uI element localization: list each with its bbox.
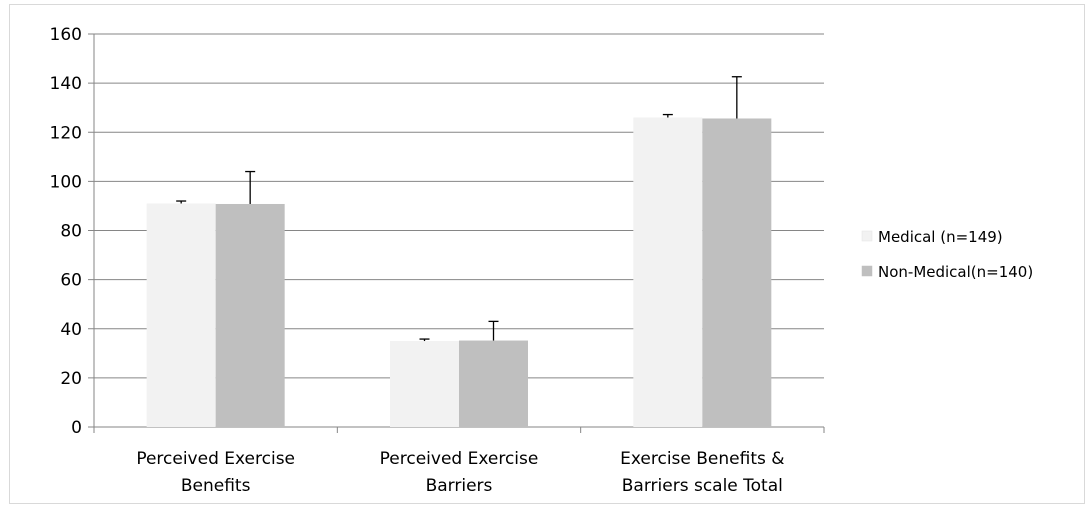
y-tick-label: 60	[60, 271, 82, 291]
chart-frame: 0 20 40 60 80 100 120 140 160 Perceived Exercise B…	[9, 4, 1085, 504]
y-axis: 0 20 40 60 80 100 120 140 160	[50, 25, 95, 438]
x-tick-label: Exercise Benefits &	[620, 449, 784, 469]
y-tick-label: 160	[50, 25, 82, 45]
legend-label: Medical (n=149)	[878, 228, 1003, 246]
y-tick-label: 120	[50, 123, 82, 143]
bar	[390, 341, 459, 427]
legend-swatch	[861, 265, 873, 277]
bar-chart: 0 20 40 60 80 100 120 140 160 Perceived Exercise B…	[50, 25, 1034, 496]
y-tick-label: 20	[60, 369, 82, 389]
x-tick-label: Barriers	[426, 476, 493, 496]
x-tick-label: Perceived Exercise	[380, 449, 539, 469]
y-tick-label: 80	[60, 222, 82, 242]
bar	[459, 340, 528, 427]
x-tick-label: Barriers scale Total	[622, 476, 783, 496]
legend-label: Non-Medical(n=140)	[878, 263, 1033, 281]
y-tick-label: 100	[50, 172, 82, 192]
y-tick-label: 140	[50, 74, 82, 94]
legend: Medical (n=149) Non-Medical(n=140)	[861, 228, 1033, 281]
x-tick-label: Benefits	[181, 476, 251, 496]
x-tick-label: Perceived Exercise	[136, 449, 295, 469]
legend-swatch	[861, 230, 873, 242]
x-axis: Perceived Exercise Benefits Perceived Exer…	[93, 426, 825, 496]
bars	[146, 76, 772, 428]
bar	[702, 118, 772, 428]
y-tick-label: 0	[71, 418, 82, 438]
bar	[633, 117, 703, 427]
y-tick-label: 40	[60, 320, 82, 340]
bar	[146, 203, 216, 427]
bar	[215, 203, 285, 427]
